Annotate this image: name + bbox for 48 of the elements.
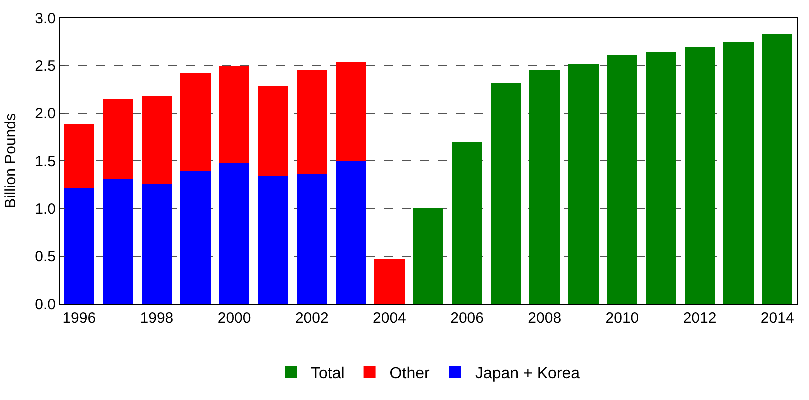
bar	[762, 34, 793, 304]
bar	[568, 64, 599, 304]
bar	[374, 259, 405, 304]
x-tick-label: 2008	[528, 310, 562, 327]
x-tick-label: 1998	[140, 310, 174, 327]
y-tick-label: 1.0	[35, 200, 56, 218]
x-tick-label: 2000	[218, 310, 252, 327]
bar	[684, 48, 716, 304]
y-tick-label: 2.5	[35, 58, 56, 75]
bar	[180, 73, 211, 172]
bar	[180, 171, 211, 304]
x-tick-label: 1996	[62, 310, 96, 327]
y-tick-label: 3.0	[35, 10, 56, 28]
y-tick-label: 0.0	[35, 296, 56, 314]
bar	[297, 70, 328, 174]
bar	[413, 208, 444, 304]
bar	[103, 99, 134, 180]
y-tick-label: 0.5	[35, 248, 56, 266]
y-axis-title: Billion Pounds	[2, 113, 20, 209]
bar	[258, 176, 288, 304]
legend-label: Total	[311, 366, 345, 383]
y-tick-label: 1.5	[35, 153, 56, 170]
bar	[103, 179, 134, 304]
bar	[607, 55, 638, 304]
bar	[646, 52, 676, 304]
x-tick-label: 2012	[683, 310, 717, 327]
bar	[142, 184, 172, 304]
legend-label: Japan + Korea	[475, 366, 580, 383]
bar	[530, 70, 560, 304]
bar	[258, 86, 288, 176]
bar	[724, 42, 754, 304]
bar	[64, 124, 95, 189]
bar	[452, 142, 482, 304]
x-tick-label: 2002	[295, 310, 329, 327]
bar	[297, 174, 328, 304]
bar	[336, 161, 366, 304]
x-tick-label: 2004	[373, 310, 406, 327]
bar	[219, 66, 250, 163]
bar	[64, 188, 95, 304]
x-tick-label: 2006	[450, 310, 484, 327]
x-tick-label: 2010	[606, 310, 640, 327]
legend-label: Other	[390, 366, 430, 383]
x-tick-label: 2014	[760, 310, 794, 327]
bar	[336, 62, 366, 161]
bar	[219, 162, 250, 304]
y-tick-label: 2.0	[35, 106, 56, 123]
bar	[490, 82, 522, 304]
bar	[142, 96, 172, 184]
